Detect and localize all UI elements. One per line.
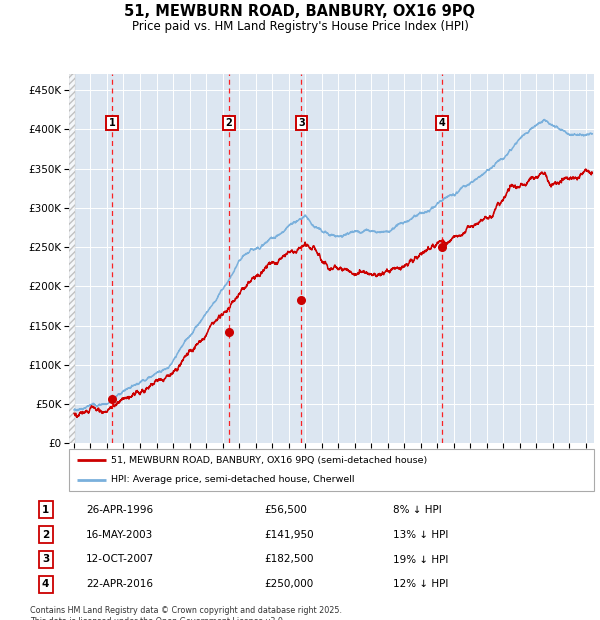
- Text: £182,500: £182,500: [265, 554, 314, 564]
- Text: 16-MAY-2003: 16-MAY-2003: [86, 529, 153, 539]
- Text: 2: 2: [42, 529, 49, 539]
- Text: 3: 3: [298, 118, 305, 128]
- Text: 19% ↓ HPI: 19% ↓ HPI: [392, 554, 448, 564]
- Bar: [69, 74, 75, 443]
- Text: Price paid vs. HM Land Registry's House Price Index (HPI): Price paid vs. HM Land Registry's House …: [131, 20, 469, 33]
- Text: HPI: Average price, semi-detached house, Cherwell: HPI: Average price, semi-detached house,…: [111, 475, 355, 484]
- Text: 1: 1: [42, 505, 49, 515]
- Text: 3: 3: [42, 554, 49, 564]
- Text: 12% ↓ HPI: 12% ↓ HPI: [392, 580, 448, 590]
- Text: 1: 1: [109, 118, 116, 128]
- Text: £250,000: £250,000: [265, 580, 314, 590]
- Text: £56,500: £56,500: [265, 505, 307, 515]
- Text: 4: 4: [439, 118, 446, 128]
- Text: £141,950: £141,950: [265, 529, 314, 539]
- FancyBboxPatch shape: [69, 449, 594, 491]
- Text: 13% ↓ HPI: 13% ↓ HPI: [392, 529, 448, 539]
- Text: 51, MEWBURN ROAD, BANBURY, OX16 9PQ: 51, MEWBURN ROAD, BANBURY, OX16 9PQ: [125, 4, 476, 19]
- Text: 12-OCT-2007: 12-OCT-2007: [86, 554, 154, 564]
- Text: 4: 4: [42, 580, 49, 590]
- Text: 2: 2: [226, 118, 232, 128]
- Text: Contains HM Land Registry data © Crown copyright and database right 2025.
This d: Contains HM Land Registry data © Crown c…: [30, 606, 342, 620]
- Text: 51, MEWBURN ROAD, BANBURY, OX16 9PQ (semi-detached house): 51, MEWBURN ROAD, BANBURY, OX16 9PQ (sem…: [111, 456, 427, 465]
- Text: 26-APR-1996: 26-APR-1996: [86, 505, 153, 515]
- Text: 22-APR-2016: 22-APR-2016: [86, 580, 153, 590]
- Text: 8% ↓ HPI: 8% ↓ HPI: [392, 505, 442, 515]
